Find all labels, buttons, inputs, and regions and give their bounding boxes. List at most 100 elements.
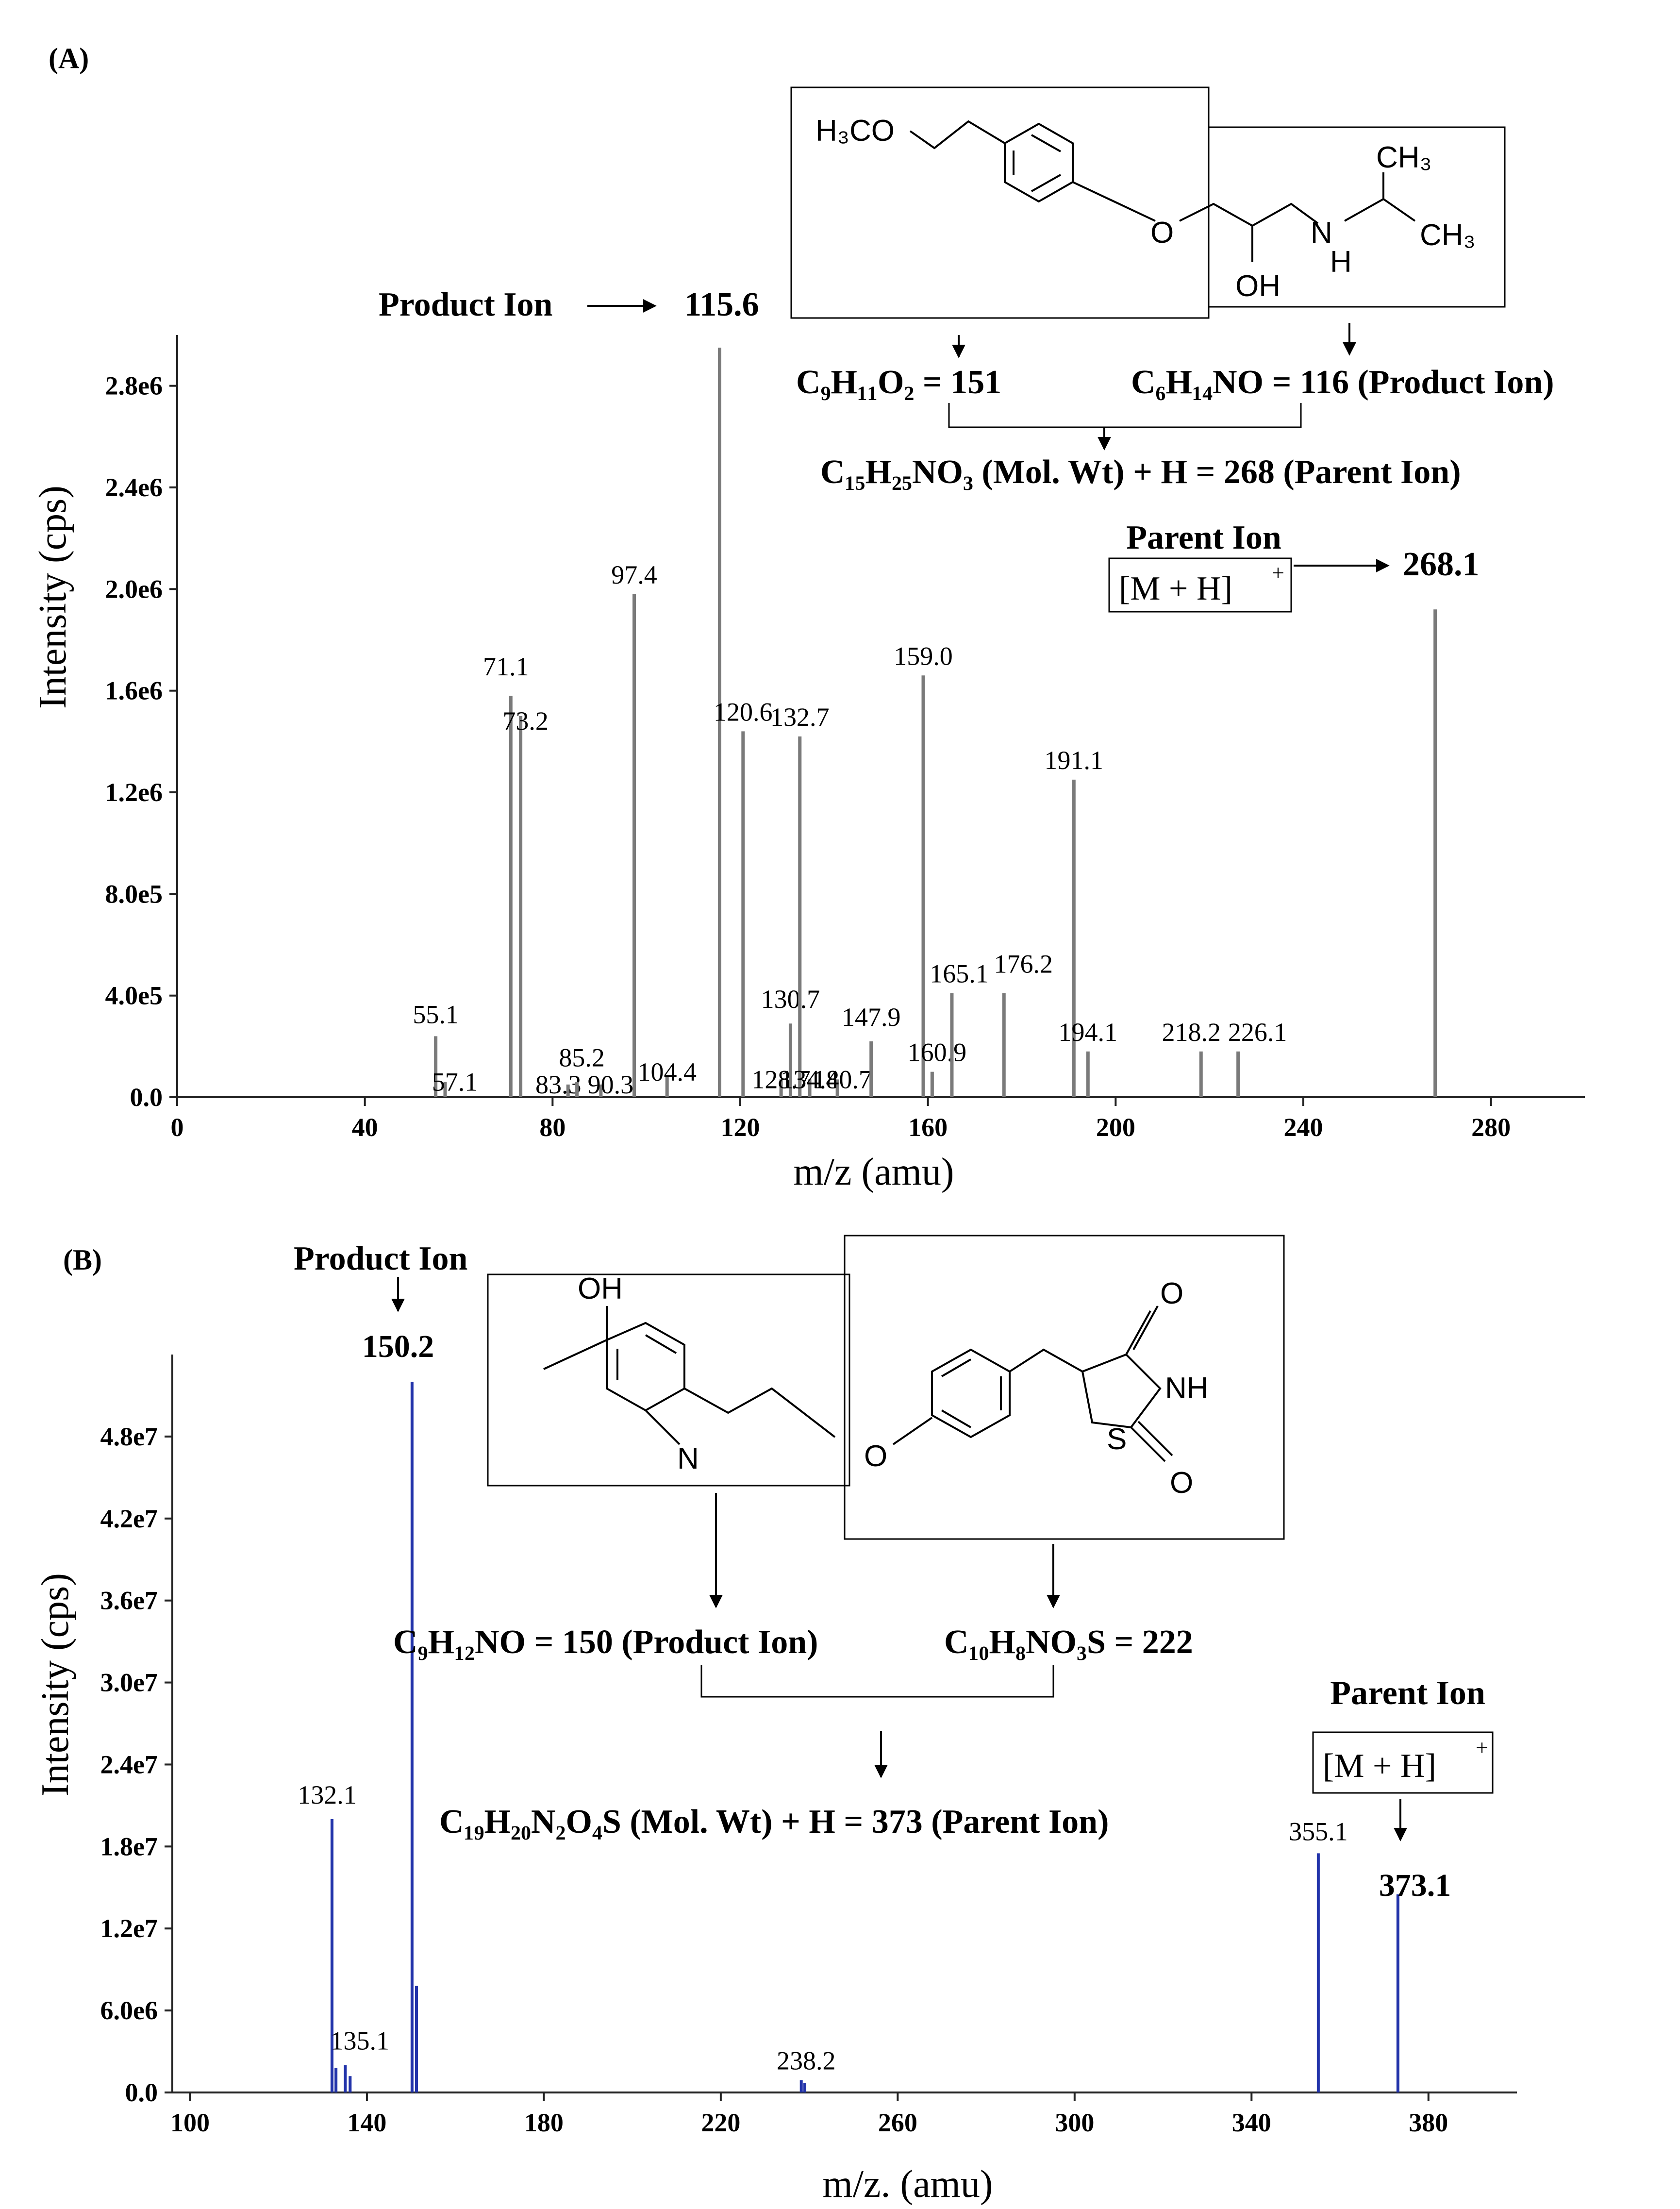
panel-b-peak-label: 355.1	[1289, 1817, 1348, 1846]
panel-b-plot: 100 140 180 220 260 300 340 380 0.0 6.0e6 1.2e7 1.8…	[100, 1355, 1517, 2137]
panel-b-parent-formula: C₁₉H₂₀N₂O₄S (Mol. Wt) + H = 373 (Parent …	[439, 1803, 1109, 1841]
molecule-a-hydroxyl: OH	[1235, 269, 1281, 303]
panel-b-x-tick-label: 260	[878, 2108, 917, 2137]
panel-a-x-axis-label: m/z (amu)	[794, 1151, 954, 1193]
panel-a-y-tick-label: 2.4e6	[105, 473, 163, 502]
panel-a-peak-label: 85.2	[559, 1043, 605, 1072]
panel-b-x-tick-label: 380	[1409, 2108, 1448, 2137]
panel-a-parent-ion-value: 268.1	[1403, 546, 1480, 583]
panel-b-fragment-formula-left: C₉H₁₂NO = 150 (Product Ion)	[393, 1623, 818, 1661]
panel-a-x-tick-label: 240	[1284, 1113, 1323, 1142]
panel-b-molecule: OH N O O NH S O C₉	[393, 1235, 1285, 1841]
panel-b-parent-ion-label: Parent Ion	[1330, 1674, 1485, 1712]
panel-a-fragment-formula-right: C₆H₁₄NO = 116 (Product Ion)	[1131, 364, 1554, 401]
panel-a-peak-label: 165.1	[930, 959, 989, 988]
panel-a-peak-label: 104.4	[637, 1057, 697, 1087]
molecule-a-h3co: H₃CO	[815, 114, 895, 148]
panel-a-peak-label: 191.1	[1045, 746, 1104, 775]
panel-a-peak-label: 140.7	[813, 1065, 872, 1094]
molecule-a-ether-o: O	[1150, 216, 1174, 250]
panel-a-y-tick-label: 1.2e6	[105, 778, 163, 807]
panel-b-y-tick-label: 3.0e7	[100, 1668, 158, 1697]
panel-b-y-axis-label: Intensity (cps)	[34, 1573, 77, 1796]
panel-b-peak-label: 135.1	[331, 2026, 390, 2056]
panel-b-x-tick-label: 300	[1055, 2108, 1094, 2137]
panel-a-parent-formula: C₁₅H₂₅NO₃ (Mol. Wt) + H = 268 (Parent Io…	[820, 453, 1461, 491]
panel-a-peak-label: 159.0	[894, 641, 953, 670]
molecule-b-sulfur: S	[1107, 1422, 1127, 1456]
panel-b-x-tick-label: 100	[170, 2108, 210, 2137]
panel-a-peak-label: 134.8	[780, 1065, 839, 1094]
panel-b-peak-label: 238.2	[777, 2046, 836, 2075]
panel-b-fragment-formula-right: C₁₀H₈NO₃S = 222	[944, 1623, 1193, 1661]
panel-b-y-tick-label: 3.6e7	[100, 1586, 158, 1615]
panel-b-fragment-box-left	[487, 1273, 850, 1487]
panel-a-molecule: H₃CO O OH N H CH₃ CH₃ C₉H₁₁O₂ = 151 C₆H₁…	[790, 86, 1554, 491]
panel-b-product-ion-label: Product Ion	[294, 1240, 467, 1277]
panel-b-x-tick-label: 140	[347, 2108, 386, 2137]
panel-a-peak-label: 120.6	[714, 697, 773, 726]
panel-a-x-tick-label: 160	[908, 1113, 948, 1142]
molecule-a-methyl-top: CH₃	[1376, 141, 1432, 174]
panel-a-peak-label: 147.9	[842, 1003, 901, 1032]
panel-b-y-tick-label: 1.2e7	[100, 1914, 158, 1943]
panel-b-x-tick-label: 180	[524, 2108, 564, 2137]
panel-b-y-tick-label: 0.0	[125, 2078, 158, 2107]
panel-b-y-tick-label: 1.8e7	[100, 1832, 158, 1861]
panel-a-y-tick-label: 4.0e5	[105, 981, 163, 1010]
panel-a-product-ion-value: 115.6	[684, 286, 759, 323]
panel-a-peak-label: 83.3	[535, 1070, 582, 1099]
panel-a-plot: 0 40 80 120 160 200 240 280 0.0 4.0e5 8.0e5 1.2e6 1.…	[105, 335, 1585, 1142]
panel-a-peak-label: 57.1	[432, 1068, 478, 1097]
molecule-b-hydroxyl: OH	[578, 1272, 623, 1305]
molecule-b-thiazolidine-ring	[1081, 1353, 1162, 1429]
molecule-b-imide-nh: NH	[1165, 1372, 1209, 1405]
panel-a: (A) 0 40 80 120 160 200 240 280 0.0 4.0e5 8.0e5 1.2…	[32, 42, 1585, 1193]
panel-b-parent-ion-charge: +	[1476, 1735, 1488, 1760]
panel-a-label: (A)	[49, 42, 89, 74]
panel-b: (B) 100 140 180 220 260 300 340 380 0.0 6.0e6 1.2e…	[34, 1235, 1517, 2206]
panel-a-y-tick-label: 1.6e6	[105, 676, 163, 705]
panel-a-peak-label: 160.9	[908, 1038, 967, 1067]
panel-a-peak-label: 130.7	[761, 985, 820, 1014]
panel-b-product-ion-value: 150.2	[362, 1329, 434, 1364]
panel-b-y-tick-label: 4.2e7	[100, 1504, 158, 1533]
panel-a-peak-label: 194.1	[1059, 1018, 1118, 1047]
panel-a-peak-label: 55.1	[413, 1000, 459, 1029]
panel-b-x-tick-label: 340	[1232, 2108, 1271, 2137]
panel-a-y-tick-label: 2.8e6	[105, 371, 163, 401]
panel-b-y-tick-label: 6.0e6	[100, 1996, 158, 2025]
molecule-b-carbonyl-o-top: O	[1160, 1277, 1183, 1310]
panel-a-x-tick-label: 0	[171, 1113, 184, 1142]
panel-a-fragment-box-right	[1208, 126, 1506, 308]
panel-a-x-tick-label: 200	[1096, 1113, 1135, 1142]
panel-a-x-tick-label: 40	[352, 1113, 378, 1142]
panel-a-y-axis-label: Intensity (cps)	[32, 485, 74, 709]
panel-a-parent-ion-box	[1108, 557, 1292, 613]
panel-a-peak-label: 71.1	[483, 652, 529, 681]
panel-b-parent-ion-formula: [M + H]	[1323, 1747, 1436, 1785]
panel-b-x-tick-label: 220	[701, 2108, 740, 2137]
molecule-a-amine-h: H	[1330, 245, 1352, 279]
panel-a-peak-label: 132.7	[770, 703, 830, 732]
panel-a-peak-label: 73.2	[502, 706, 549, 736]
panel-b-label: (B)	[63, 1244, 102, 1276]
panel-a-peak-label: 226.1	[1228, 1018, 1287, 1047]
panel-b-parent-ion-value: 373.1	[1379, 1868, 1451, 1903]
panel-b-y-tick-label: 2.4e7	[100, 1750, 158, 1779]
panel-a-x-tick-label: 280	[1471, 1113, 1511, 1142]
panel-b-fragment-box-right	[844, 1235, 1285, 1540]
molecule-b-benzene-ring	[931, 1348, 1011, 1439]
panel-a-peak-label: 176.2	[994, 949, 1053, 978]
molecule-a-methyl-right: CH₃	[1420, 218, 1476, 252]
panel-b-x-axis-label: m/z. (amu)	[823, 2163, 993, 2206]
panel-a-y-tick-label: 2.0e6	[105, 574, 163, 603]
panel-a-parent-ion-label: Parent Ion	[1126, 519, 1281, 556]
panel-a-parent-ion-charge: +	[1272, 560, 1284, 585]
panel-b-y-tick-label: 4.8e7	[100, 1422, 158, 1451]
panel-b-peak-label: 132.1	[298, 1780, 357, 1809]
molecule-b-pyridine-n: N	[677, 1442, 699, 1475]
panel-a-x-tick-label: 120	[721, 1113, 760, 1142]
panel-a-y-tick-label: 0.0	[130, 1083, 163, 1112]
